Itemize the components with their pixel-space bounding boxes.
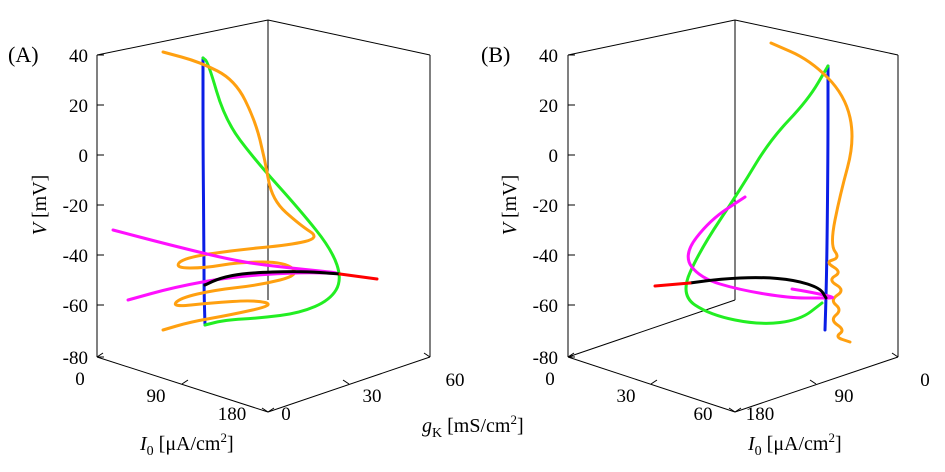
- series-black-curve: [688, 276, 828, 300]
- series-red-curve: [338, 272, 379, 281]
- panel-b-i0-axis: [734, 356, 899, 413]
- panel-a-gk-tick: 0: [281, 404, 291, 425]
- panel-b-z-tick: -20: [533, 196, 558, 217]
- series-red-curve: [653, 281, 692, 288]
- panel-a-label: (A): [8, 42, 39, 67]
- series-black-curve: [203, 270, 342, 287]
- panel-a-z-tick: -20: [63, 196, 88, 217]
- panel-b-z-tick: 40: [539, 46, 558, 67]
- panel-a-z-tick: 40: [69, 46, 88, 67]
- panel-a-gk-axis: [267, 356, 431, 413]
- panel-b-label: (B): [481, 42, 510, 67]
- panel-a-gk-label: gK [mS/cm2]: [422, 412, 524, 441]
- panel-b-z-label: V [mV]: [499, 175, 521, 236]
- panel-b-gk-axis: [567, 356, 736, 413]
- panel-a-gk-tick: 60: [446, 370, 465, 391]
- panel-a-z-tick: 0: [79, 146, 89, 167]
- panel-b-z-tick: -40: [533, 246, 558, 267]
- panel-a-z-tick: -40: [63, 246, 88, 267]
- panel-b-z-ticks: 40 20 0 -20 -40 -60 -80: [533, 46, 575, 369]
- panel-b-z-tick: -80: [533, 348, 558, 369]
- series-green-curve: [201, 56, 341, 327]
- panel-b-i0-label: I0 [μA/cm2]: [747, 430, 842, 459]
- panel-a: (A) 40 20 0 -20 -40 -60 -80 0 90: [8, 19, 524, 459]
- panel-b-top-edge-right: [734, 19, 899, 56]
- series-orange-curve: [769, 41, 854, 344]
- panel-b-top-edge-left: [567, 19, 736, 56]
- panel-a-z-ticks: 40 20 0 -20 -40 -60 -80: [63, 46, 104, 369]
- panel-a-z-label: V [mV]: [29, 175, 51, 236]
- panel-b-i0-tick: 90: [835, 386, 854, 407]
- panel-a-gk-ticks: 0 30 60: [261, 352, 465, 425]
- panel-a-top-edge-right: [267, 19, 431, 56]
- panel-b-i0-ticks: 180 90 0: [728, 352, 930, 425]
- series-green-curve: [684, 64, 830, 325]
- panel-a-series-group: [111, 50, 379, 332]
- panel-b-back-floor-left: [567, 299, 736, 358]
- panel-a-top-edge-left: [96, 19, 269, 56]
- panel-a-z-tick: 20: [69, 96, 88, 117]
- panel-a-gk-tick: 30: [363, 386, 382, 407]
- panel-a-i0-tick: 0: [75, 369, 85, 390]
- panel-a-z-tick: -80: [63, 348, 88, 369]
- panel-a-i0-ticks: 0 90 180: [75, 352, 275, 425]
- panel-b-i0-tick: 0: [920, 370, 930, 391]
- panel-b: (B) 40 20 0 -20 -40 -60 -80 0 30 60: [481, 19, 930, 459]
- series-orange-curve: [161, 50, 316, 332]
- series-blue-curve: [823, 64, 830, 332]
- panel-b-z-tick: 20: [539, 96, 558, 117]
- panel-b-i0-tick: 180: [746, 404, 775, 425]
- panel-a-i0-tick: 90: [147, 386, 166, 407]
- panel-b-z-tick: 0: [549, 146, 559, 167]
- panel-b-gk-ticks: 0 30 60: [545, 352, 742, 425]
- panel-b-gk-tick: 30: [617, 386, 636, 407]
- panel-b-z-tick: -60: [533, 296, 558, 317]
- panel-b-series-group: [653, 41, 854, 344]
- panel-a-i0-tick: 180: [218, 404, 247, 425]
- panel-a-i0-label: I0 [μA/cm2]: [139, 430, 234, 459]
- panel-a-i0-axis: [96, 356, 269, 413]
- panel-b-gk-tick: 0: [545, 369, 555, 390]
- panel-a-z-tick: -60: [63, 296, 88, 317]
- series-magenta-curve: [686, 195, 835, 300]
- panel-b-gk-tick: 60: [694, 404, 713, 425]
